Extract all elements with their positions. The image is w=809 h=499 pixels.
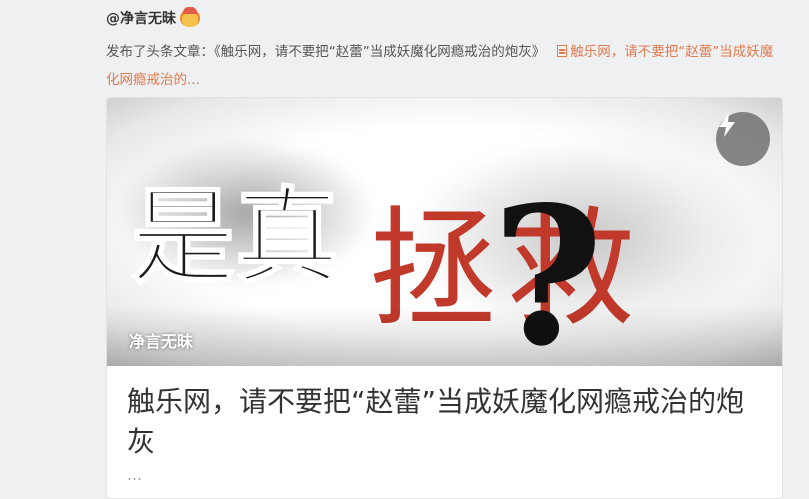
- author-handle[interactable]: @净言无昧: [106, 11, 176, 27]
- cover-shadow-2: [407, 138, 767, 338]
- article-title[interactable]: 触乐网，请不要把“赵蕾”当成妖魔化网瘾戒治的炮灰: [127, 385, 745, 458]
- cover-gradient: [107, 306, 782, 366]
- article-icon: [557, 45, 568, 57]
- emoji-icon: [180, 7, 200, 27]
- article-link[interactable]: 触乐网，请不要把“赵蕾”当成妖魔化网瘾戒治的...: [106, 44, 774, 88]
- post-prefix: 发布了头条文章：: [106, 44, 214, 60]
- cover-source-tag: 净言无昧: [129, 332, 194, 351]
- lightning-icon[interactable]: [716, 112, 770, 166]
- cover-question-mark: ?: [492, 165, 603, 366]
- post-text: 发布了头条文章：《触乐网，请不要把“赵蕾”当成妖魔化网瘾戒治的炮灰》 触乐网，请不…: [106, 38, 786, 94]
- article-quote: 《触乐网，请不要把“赵蕾”当成妖魔化网瘾戒治的炮灰》: [214, 44, 546, 60]
- cover-artwork: 是真 拯救 ?: [130, 165, 645, 366]
- cover-text-left: 是真: [131, 176, 339, 298]
- author-name[interactable]: @净言无昧: [106, 7, 200, 28]
- article-summary: …: [127, 466, 142, 484]
- cover-shadow: [117, 138, 377, 288]
- article-card[interactable]: 是真 拯救 ? 净言无昧 触乐网，请不要把“赵蕾”当成妖魔化网瘾戒治的炮灰 …: [106, 97, 783, 499]
- article-cover-image[interactable]: 是真 拯救 ? 净言无昧: [107, 98, 782, 366]
- cover-text-right: 拯救: [369, 195, 645, 344]
